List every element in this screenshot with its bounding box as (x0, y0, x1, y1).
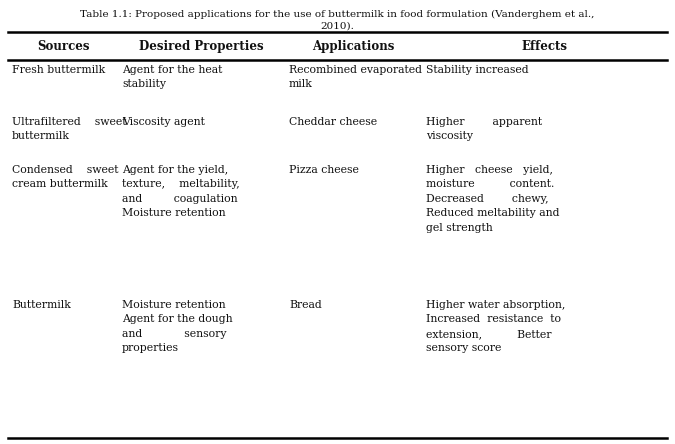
Text: Sources: Sources (36, 40, 89, 52)
Text: Higher   cheese   yield,
moisture          content.
Decreased        chewy,
Redu: Higher cheese yield, moisture content. D… (426, 165, 560, 233)
Text: Viscosity agent: Viscosity agent (122, 117, 205, 127)
Text: Fresh buttermilk: Fresh buttermilk (12, 65, 105, 75)
Text: Buttermilk: Buttermilk (12, 300, 71, 310)
Text: Table 1.1: Proposed applications for the use of buttermilk in food formulation (: Table 1.1: Proposed applications for the… (80, 10, 595, 31)
Text: Ultrafiltered    sweet
buttermilk: Ultrafiltered sweet buttermilk (12, 117, 126, 141)
Text: Bread: Bread (289, 300, 322, 310)
Text: Stability increased: Stability increased (426, 65, 529, 75)
Text: Agent for the heat
stability: Agent for the heat stability (122, 65, 222, 89)
Text: Moisture retention
Agent for the dough
and            sensory
properties: Moisture retention Agent for the dough a… (122, 300, 233, 353)
Text: Pizza cheese: Pizza cheese (289, 165, 359, 175)
Text: Desired Properties: Desired Properties (139, 40, 264, 52)
Text: Condensed    sweet
cream buttermilk: Condensed sweet cream buttermilk (12, 165, 119, 190)
Text: Agent for the yield,
texture,    meltability,
and         coagulation
Moisture r: Agent for the yield, texture, meltabilit… (122, 165, 240, 218)
Text: Higher water absorption,
Increased  resistance  to
extension,          Better
se: Higher water absorption, Increased resis… (426, 300, 566, 353)
Text: Applications: Applications (313, 40, 395, 52)
Text: Recombined evaporated
milk: Recombined evaporated milk (289, 65, 422, 89)
Text: Effects: Effects (522, 40, 568, 52)
Text: Higher        apparent
viscosity: Higher apparent viscosity (426, 117, 542, 141)
Text: Cheddar cheese: Cheddar cheese (289, 117, 377, 127)
